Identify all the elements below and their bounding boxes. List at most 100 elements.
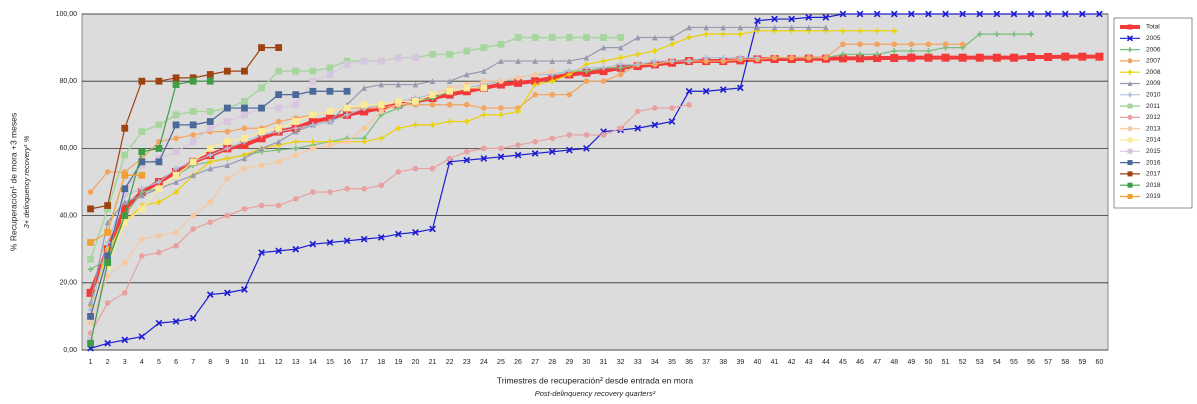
marker [121,151,129,159]
marker [309,87,317,95]
marker [702,87,710,95]
marker [652,34,658,41]
marker [224,175,231,182]
marker [463,47,471,55]
marker [925,41,932,48]
marker [549,135,556,142]
x-tick-label: 48 [890,359,898,366]
marker [600,58,607,64]
marker [498,105,504,111]
marker [138,148,146,156]
marker [480,84,488,92]
marker [155,77,163,85]
marker [189,121,197,129]
marker [514,34,522,41]
marker [156,179,162,185]
x-tick-label: 44 [822,359,830,366]
marker [668,118,676,125]
marker [241,206,248,212]
marker [686,58,692,64]
marker [549,91,556,98]
x-tick-label: 13 [292,359,300,366]
marker [1095,52,1104,61]
marker [104,273,111,279]
marker [737,54,744,61]
marker [429,165,436,172]
marker [104,239,111,246]
legend-marker [1127,137,1133,143]
x-tick-label: 21 [429,359,437,366]
marker [172,318,180,325]
legend-marker [1127,182,1133,188]
marker [497,40,505,48]
marker [343,104,351,112]
legend-label: 2006 [1146,46,1161,53]
marker [156,249,162,256]
marker [925,10,932,18]
marker [327,189,333,195]
marker [566,91,573,98]
marker [258,145,265,152]
x-tick-label: 42 [788,359,796,366]
marker [172,81,180,88]
marker [327,142,333,148]
marker [189,138,197,146]
x-tick-label: 51 [942,359,950,366]
marker [1027,10,1035,18]
series-line [89,30,895,307]
marker [531,34,539,41]
marker [669,105,675,111]
marker [805,13,813,21]
marker [326,64,334,72]
y-tick-label: 20,00 [59,280,77,287]
series-line [89,26,826,304]
marker [309,77,317,85]
series [87,28,898,310]
marker [258,249,265,256]
marker [429,101,436,108]
marker [822,13,830,21]
marker [600,44,607,51]
marker [857,41,863,48]
marker [138,158,146,166]
marker [788,54,795,61]
marker [873,54,882,63]
x-tick-label: 15 [326,359,334,366]
marker [292,196,299,202]
marker [737,24,744,31]
marker [155,185,163,193]
legend-label: 2005 [1146,35,1161,42]
marker [394,230,402,238]
marker [275,67,283,75]
x-tick-label: 12 [275,359,283,366]
marker [344,138,350,145]
marker [994,31,1000,37]
marker [104,300,111,306]
marker [275,159,282,165]
marker [429,225,436,233]
marker [720,58,727,64]
x-tick-label: 9 [225,359,229,366]
marker [463,101,470,108]
marker [326,108,334,115]
marker [258,162,265,168]
marker [823,24,829,31]
x-tick-label: 39 [736,359,744,366]
marker [258,202,265,209]
marker [497,153,505,161]
marker [856,54,865,63]
legend-label: 2009 [1146,80,1161,87]
marker [121,185,129,193]
marker [1011,31,1017,37]
marker [189,77,197,85]
marker [138,128,146,135]
marker [241,125,248,132]
legend-label: 2016 [1146,159,1161,166]
x-tick-label: 10 [241,359,249,366]
marker [275,147,282,153]
marker [480,44,488,51]
legend-label: 2018 [1146,182,1161,189]
marker [258,44,265,51]
marker [840,51,846,58]
marker [292,125,299,132]
